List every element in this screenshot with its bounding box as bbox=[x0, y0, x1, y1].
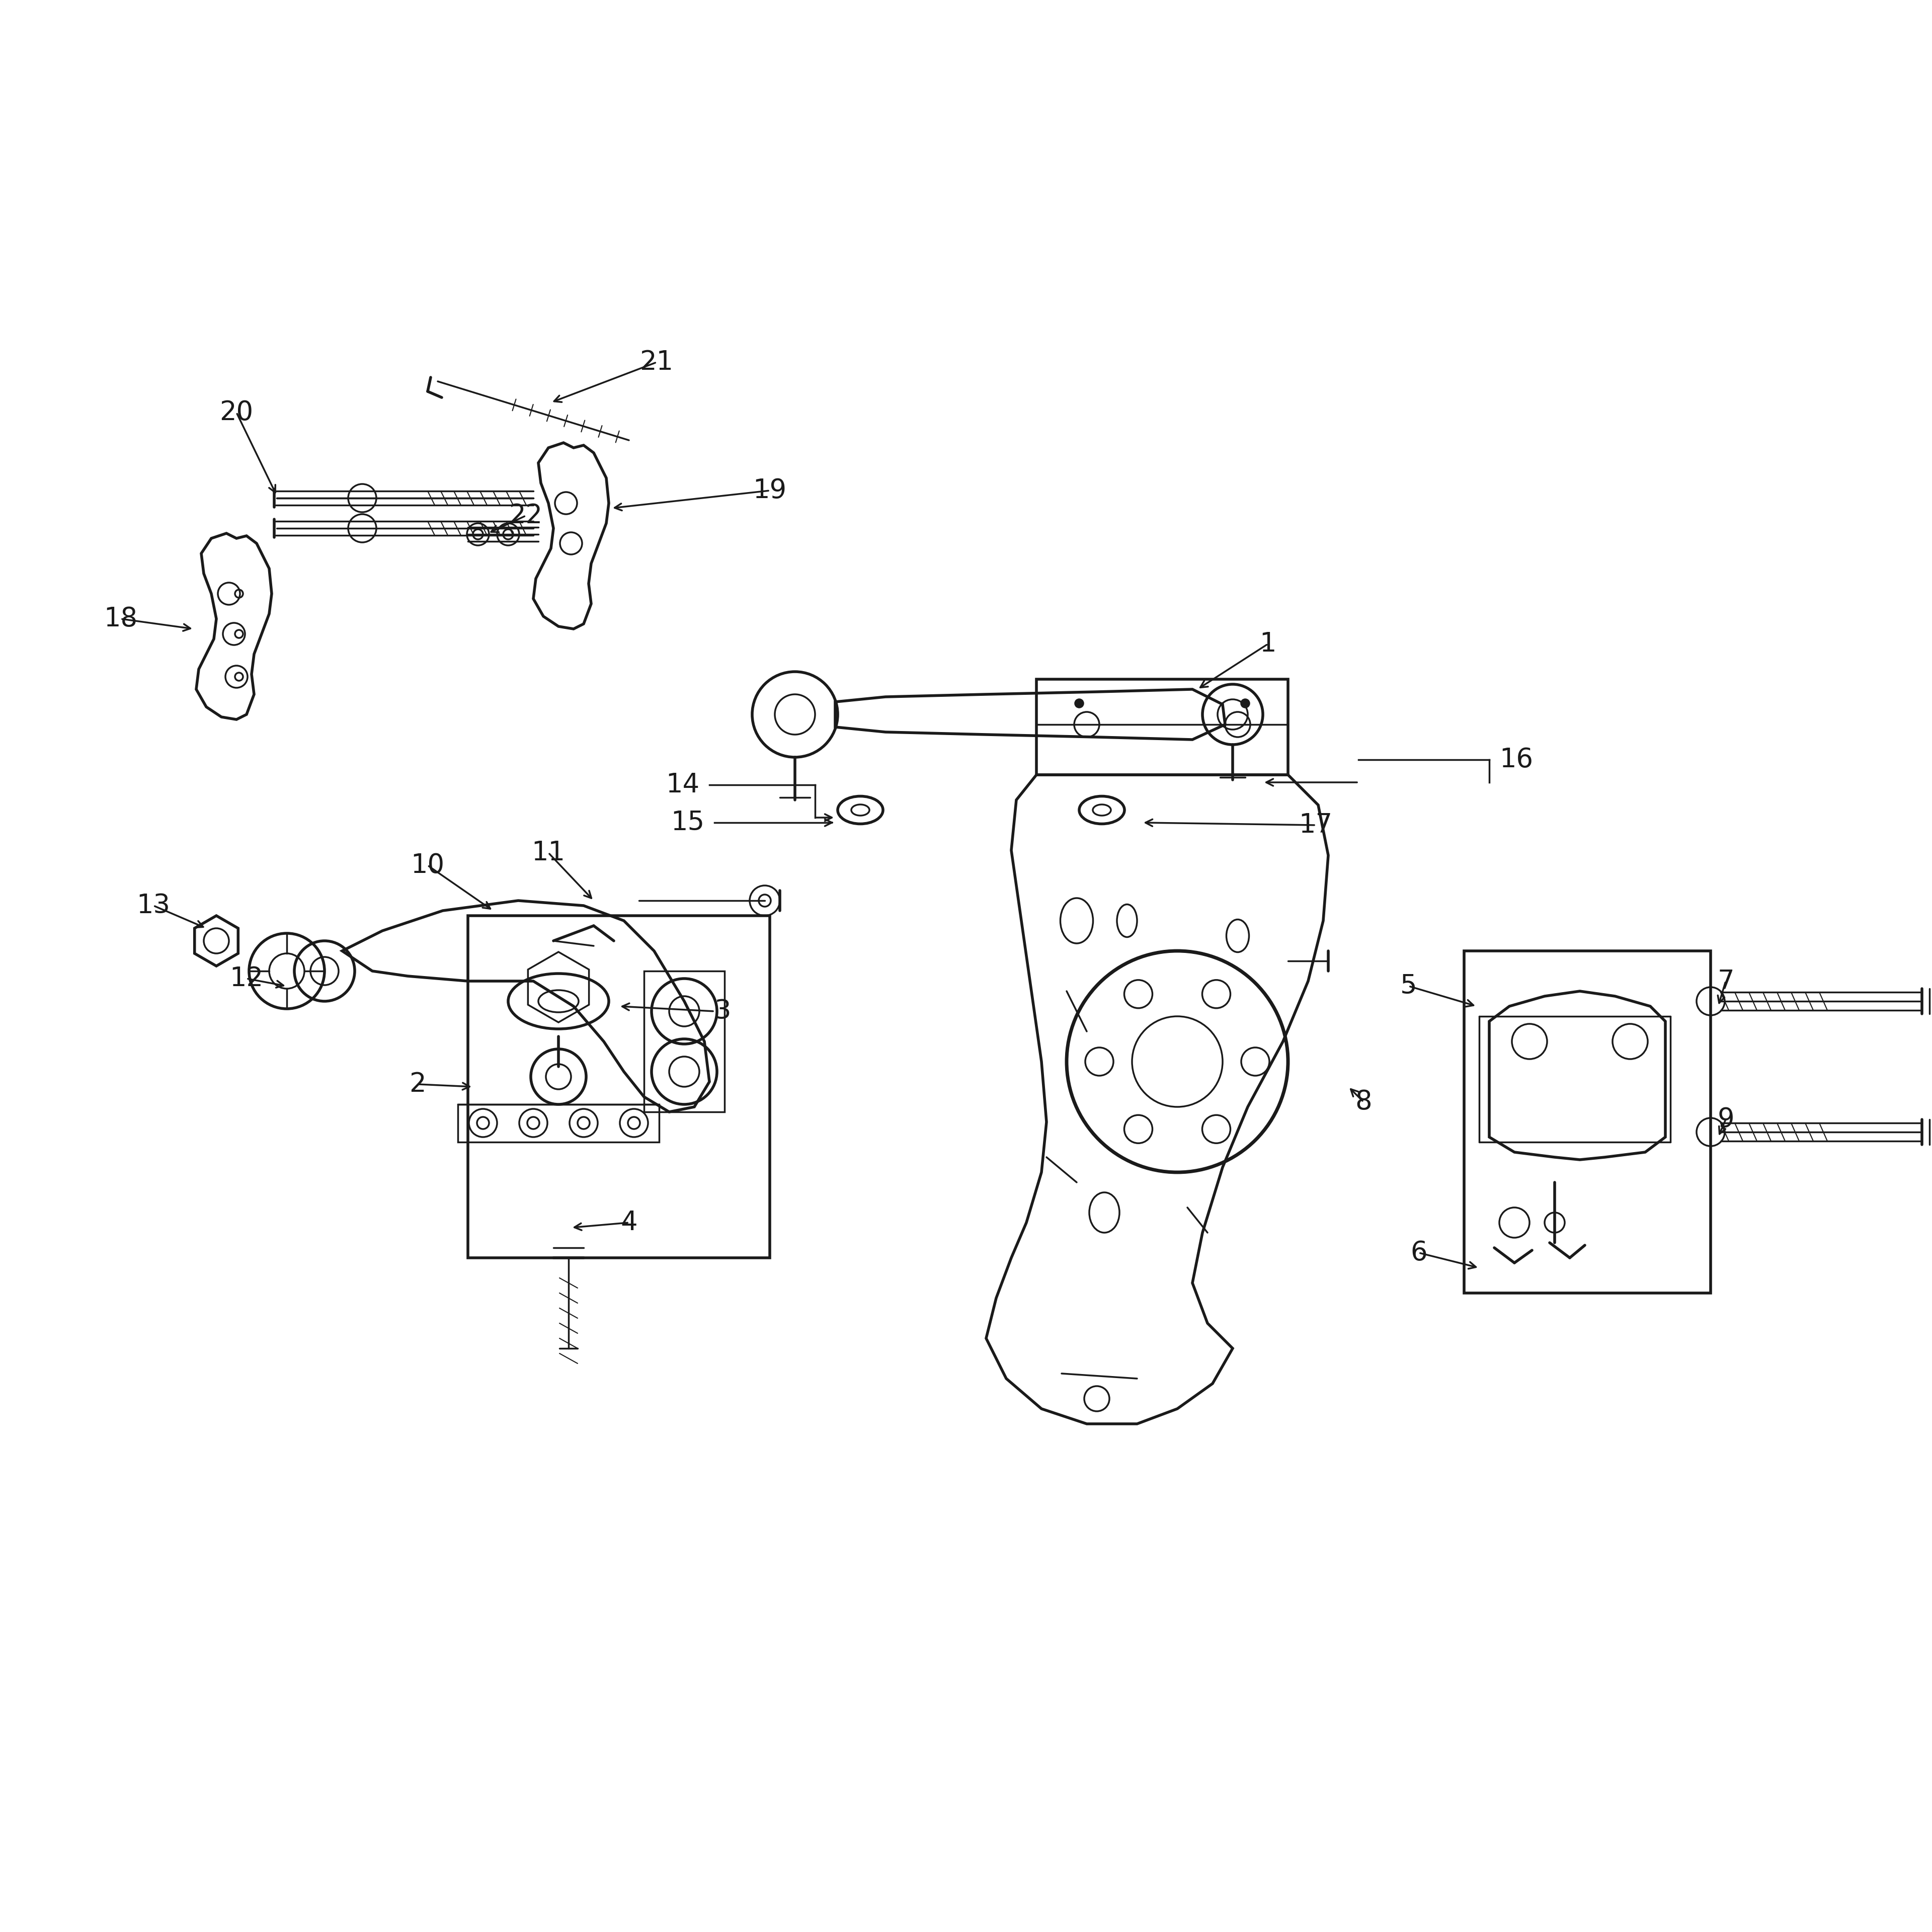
Text: 18: 18 bbox=[104, 607, 137, 632]
Text: 8: 8 bbox=[1354, 1090, 1372, 1115]
Text: 6: 6 bbox=[1410, 1240, 1428, 1265]
Text: 5: 5 bbox=[1401, 974, 1418, 999]
Text: 15: 15 bbox=[670, 810, 705, 837]
Text: 3: 3 bbox=[715, 999, 732, 1024]
Circle shape bbox=[1240, 699, 1250, 707]
Text: 2: 2 bbox=[410, 1070, 427, 1097]
Bar bbox=[1464, 951, 1710, 1293]
Text: 20: 20 bbox=[220, 400, 253, 425]
Bar bbox=[468, 916, 769, 1258]
Text: 9: 9 bbox=[1718, 1107, 1735, 1132]
Circle shape bbox=[1076, 699, 1084, 707]
Text: 12: 12 bbox=[230, 966, 263, 991]
Text: 19: 19 bbox=[753, 477, 786, 504]
Text: 10: 10 bbox=[412, 852, 444, 879]
Text: 16: 16 bbox=[1499, 746, 1534, 773]
Text: 14: 14 bbox=[665, 771, 699, 798]
Text: 17: 17 bbox=[1298, 811, 1333, 838]
Text: 4: 4 bbox=[620, 1209, 638, 1236]
Text: 21: 21 bbox=[639, 350, 674, 375]
Text: 7: 7 bbox=[1718, 968, 1735, 995]
Text: 11: 11 bbox=[531, 840, 566, 866]
Text: 1: 1 bbox=[1260, 632, 1277, 657]
Bar bbox=[1036, 680, 1289, 775]
Text: 22: 22 bbox=[508, 502, 543, 529]
Text: 13: 13 bbox=[137, 893, 170, 920]
